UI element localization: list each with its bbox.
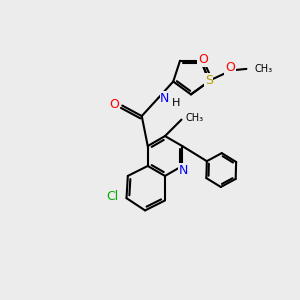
Text: H: H — [172, 98, 180, 107]
Text: CH₃: CH₃ — [255, 64, 273, 74]
Text: O: O — [198, 53, 208, 66]
Text: S: S — [205, 74, 213, 86]
Text: O: O — [225, 61, 235, 74]
Text: O: O — [109, 98, 118, 110]
Text: Cl: Cl — [107, 190, 119, 203]
Text: N: N — [179, 164, 188, 177]
Text: N: N — [160, 92, 170, 104]
Text: CH₃: CH₃ — [186, 113, 204, 123]
